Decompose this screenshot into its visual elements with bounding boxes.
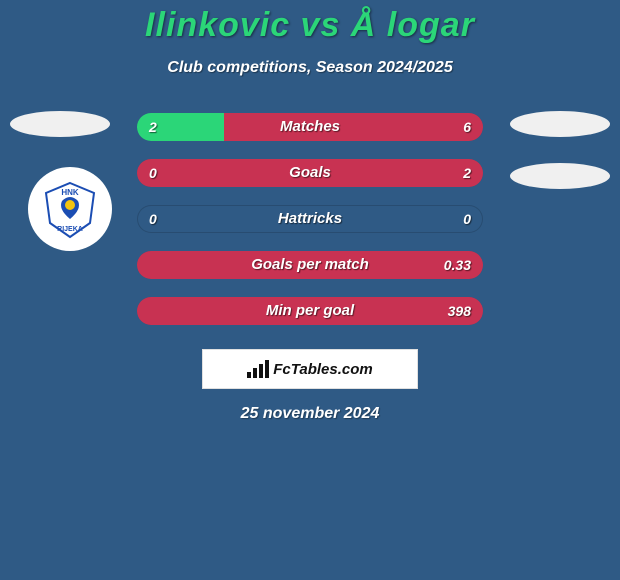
stat-bar-label: Hattricks (137, 205, 483, 233)
stat-bar-value-right: 0.33 (444, 251, 471, 279)
player-photo-placeholder-left (10, 111, 110, 137)
stat-bar-fill-right (137, 159, 483, 187)
stat-bar-fill-right (137, 297, 483, 325)
stat-bar: Min per goal398 (137, 297, 483, 325)
club-badge-bottom-text: RIJEKA (57, 226, 83, 233)
player-photo-placeholder-right-2 (510, 163, 610, 189)
stat-bar-fill-right (224, 113, 484, 141)
stat-bar: Goals per match0.33 (137, 251, 483, 279)
stat-bar-value-right: 398 (448, 297, 471, 325)
source-logo-text: FcTables.com (273, 361, 372, 378)
stat-bar-value-left: 0 (149, 205, 157, 233)
date-text: 25 november 2024 (0, 405, 620, 423)
club-badge-icon: HNK RIJEKA (40, 179, 100, 239)
stat-bar: Hattricks0 0 (137, 205, 483, 233)
stat-bar-value-right: 0 (463, 205, 471, 233)
source-logo[interactable]: FcTables.com (202, 349, 418, 389)
page-title: Ilinkovic vs Å logar (0, 0, 620, 45)
subtitle: Club competitions, Season 2024/2025 (0, 59, 620, 77)
comparison-card: Ilinkovic vs Å logar Club competitions, … (0, 0, 620, 580)
stat-bar-fill-right (137, 251, 483, 279)
stat-bar: Goals02 (137, 159, 483, 187)
bar-chart-icon (247, 360, 269, 378)
club-badge: HNK RIJEKA (28, 167, 112, 251)
stat-bar-value-right: 2 (463, 159, 471, 187)
stat-bar-value-right: 6 (463, 113, 471, 141)
club-badge-top-text: HNK (61, 188, 79, 197)
main-area: HNK RIJEKA Matches26Goals02Hattricks00Go… (0, 111, 620, 325)
stat-bar: Matches26 (137, 113, 483, 141)
player-photo-placeholder-right-1 (510, 111, 610, 137)
stat-bars: Matches26Goals02Hattricks00Goals per mat… (137, 111, 483, 325)
stat-bar-value-left: 0 (149, 159, 157, 187)
stat-bar-value-left: 2 (149, 113, 157, 141)
